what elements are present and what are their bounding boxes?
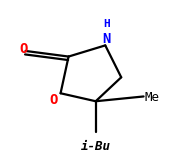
Text: H: H [103, 19, 110, 29]
Text: Me: Me [145, 91, 160, 104]
Text: i-Bu: i-Bu [81, 140, 111, 153]
Text: O: O [49, 93, 58, 107]
Text: O: O [20, 42, 28, 56]
Text: N: N [103, 32, 111, 46]
